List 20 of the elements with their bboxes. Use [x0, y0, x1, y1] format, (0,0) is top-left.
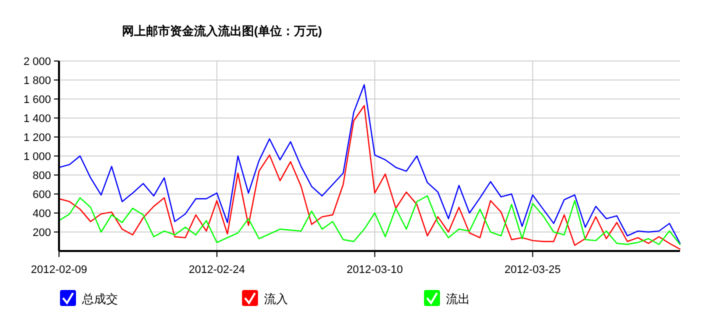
x-tick-label: 2012-03-25 [504, 264, 561, 276]
x-tick-label: 2012-03-10 [346, 264, 403, 276]
x-tick-label: 2012-02-24 [188, 264, 246, 276]
line-series [58, 195, 681, 245]
y-tick-label: 1 400 [23, 112, 51, 125]
chart-title: 网上邮市资金流入流出图(单位：万元) [122, 24, 322, 38]
y-tick-label: 1 600 [23, 94, 51, 106]
x-tick-label: 2012-02-09 [30, 264, 88, 276]
y-tick-label: 1 000 [23, 150, 51, 163]
y-tick-label: 2 000 [23, 56, 51, 68]
y-tick-label: 200 [32, 226, 51, 239]
y-tick-label: 400 [32, 208, 51, 220]
legend-label: 流出 [446, 292, 470, 306]
legend-label: 流入 [264, 292, 288, 306]
y-tick-label: 800 [32, 170, 51, 182]
y-tick-label: 1 200 [23, 132, 51, 144]
line-series [58, 84, 681, 244]
y-tick-label: 600 [32, 188, 51, 201]
y-tick-label: 1 800 [23, 74, 51, 87]
legend-label: 总成交 [81, 292, 118, 306]
